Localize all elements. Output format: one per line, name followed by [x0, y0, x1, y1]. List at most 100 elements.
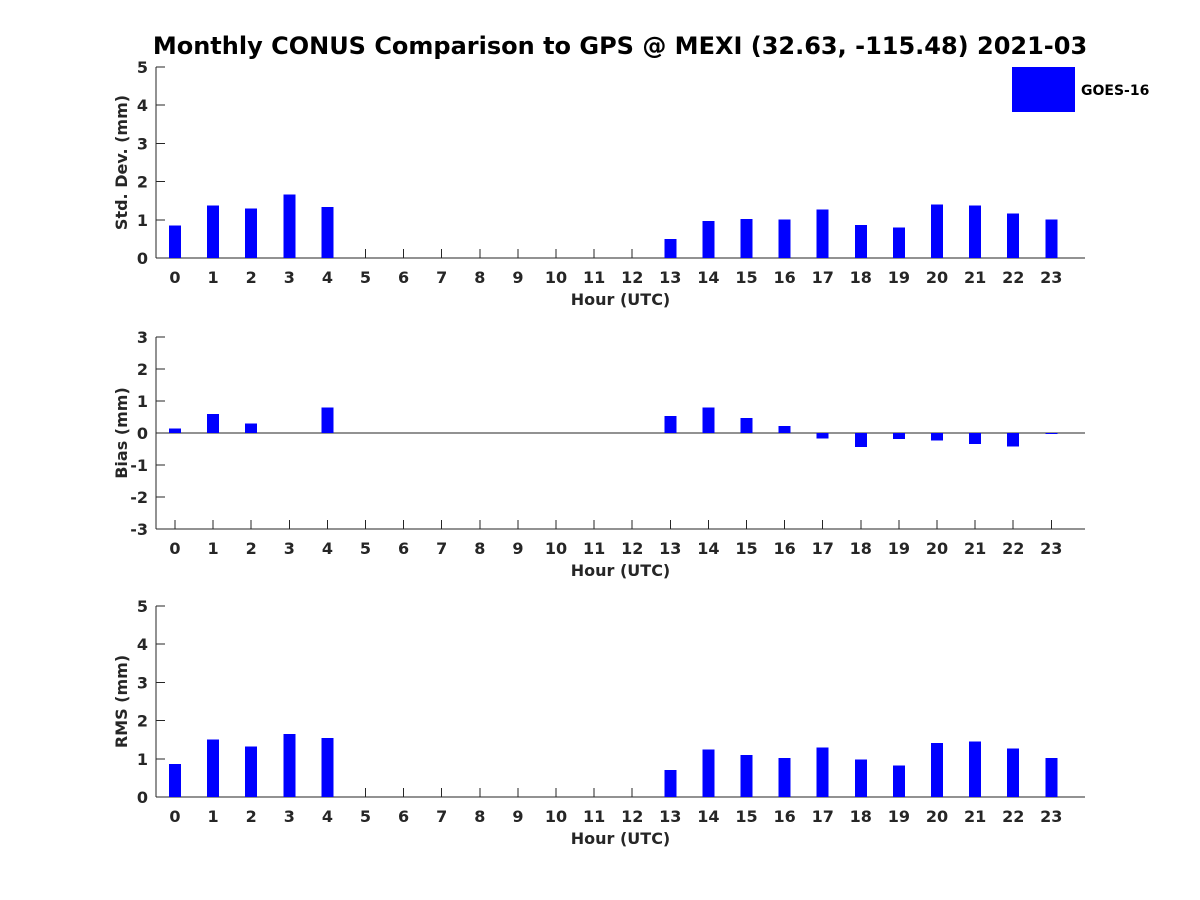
rms-x-tick-label: 17: [812, 807, 834, 826]
std-dev-y-tick-label: 5: [137, 58, 148, 77]
bias-x-tick-label: 1: [208, 539, 219, 558]
rms-x-tick-label: 21: [964, 807, 986, 826]
bias-x-tick-label: 2: [246, 539, 257, 558]
rms-y-tick-label: 5: [137, 597, 148, 616]
bias-x-tick-label: 11: [583, 539, 605, 558]
std-dev-x-tick-label: 10: [545, 268, 567, 287]
rms-bar: [664, 769, 677, 797]
std-dev-bar: [778, 219, 791, 258]
rms-x-axis-label: Hour (UTC): [571, 829, 671, 848]
bias-bar: [169, 428, 181, 433]
bias-x-tick-label: 5: [360, 539, 371, 558]
bias-bar: [245, 423, 258, 433]
bias-bar: [931, 433, 943, 441]
bias-bar: [816, 433, 829, 439]
rms-x-tick-label: 11: [583, 807, 605, 826]
bias-bar: [1007, 433, 1020, 447]
rms-bar: [778, 758, 791, 797]
rms-x-tick-label: 0: [169, 807, 180, 826]
rms-bar: [321, 737, 334, 797]
std-dev-x-tick-label: 11: [583, 268, 605, 287]
std-dev-bar: [207, 205, 220, 258]
legend: GOES-16: [1012, 67, 1149, 112]
rms-y-tick-label: 4: [137, 635, 148, 654]
std-dev-bar: [321, 207, 334, 258]
bias-x-tick-label: 14: [697, 539, 719, 558]
std-dev-bar: [740, 219, 753, 258]
std-dev-bar: [931, 204, 943, 258]
std-dev-x-tick-label: 16: [773, 268, 795, 287]
bias-x-tick-label: 3: [284, 539, 295, 558]
rms-x-tick-label: 4: [322, 807, 333, 826]
std-dev-y-tick-label: 2: [137, 173, 148, 192]
std-dev-x-tick-label: 19: [888, 268, 910, 287]
rms-bar: [1045, 758, 1058, 797]
bias-y-tick-label: 0: [137, 424, 148, 443]
bias-bar: [854, 433, 867, 448]
rms-bar: [816, 747, 829, 797]
bias-y-tick-label: -3: [130, 520, 148, 539]
bias-bar: [778, 425, 791, 433]
rms-bar: [702, 749, 715, 797]
std-dev-x-tick-label: 7: [436, 268, 447, 287]
bias-bar: [702, 407, 715, 433]
std-dev-y-tick-label: 1: [137, 211, 148, 230]
rms-bar: [1007, 748, 1020, 797]
rms-bar: [931, 742, 943, 797]
rms-bar: [283, 733, 296, 797]
rms-bar: [892, 765, 905, 797]
bias-x-tick-label: 7: [436, 539, 447, 558]
rms-bar: [969, 741, 982, 797]
std-dev-x-tick-label: 18: [850, 268, 872, 287]
bias-x-tick-label: 4: [322, 539, 333, 558]
rms-x-tick-label: 5: [360, 807, 371, 826]
bias-x-tick-label: 15: [735, 539, 757, 558]
bias-x-tick-label: 23: [1040, 539, 1062, 558]
bias-x-tick-label: 13: [659, 539, 681, 558]
bias-x-axis-label: Hour (UTC): [571, 561, 671, 580]
std-dev-x-tick-label: 15: [735, 268, 757, 287]
std-dev-x-tick-label: 3: [284, 268, 295, 287]
bias-x-tick-label: 20: [926, 539, 948, 558]
rms-x-tick-label: 20: [926, 807, 948, 826]
bias-x-tick-label: 12: [621, 539, 643, 558]
rms-x-tick-label: 13: [659, 807, 681, 826]
std-dev-bar: [1007, 213, 1020, 258]
rms-x-tick-label: 6: [398, 807, 409, 826]
rms-x-tick-label: 8: [474, 807, 485, 826]
rms-x-tick-label: 23: [1040, 807, 1062, 826]
bias-bar: [207, 413, 220, 433]
std-dev-x-tick-label: 1: [208, 268, 219, 287]
std-dev-y-tick-label: 0: [137, 249, 148, 268]
bias-y-tick-label: 2: [137, 360, 148, 379]
rms-x-tick-label: 16: [773, 807, 795, 826]
std-dev-x-tick-label: 4: [322, 268, 333, 287]
std-dev-y-axis-label: Std. Dev. (mm): [112, 95, 131, 230]
std-dev-x-tick-label: 0: [169, 268, 180, 287]
legend-label-goes16: GOES-16: [1081, 83, 1149, 99]
bias-bar: [321, 407, 334, 433]
rms-y-tick-label: 1: [137, 750, 148, 769]
bias-x-tick-label: 18: [850, 539, 872, 558]
rms-y-tick-label: 2: [137, 712, 148, 731]
rms-bar: [854, 759, 867, 797]
std-dev-x-tick-label: 9: [512, 268, 523, 287]
std-dev-x-tick-label: 20: [926, 268, 948, 287]
legend-swatch-goes16: [1012, 67, 1075, 112]
rms-y-tick-label: 3: [137, 673, 148, 692]
std-dev-x-tick-label: 17: [812, 268, 834, 287]
std-dev-bar: [245, 208, 258, 258]
std-dev-x-tick-label: 5: [360, 268, 371, 287]
bias-y-tick-label: -1: [130, 456, 148, 475]
std-dev-x-tick-label: 6: [398, 268, 409, 287]
std-dev-y-tick-label: 4: [137, 96, 148, 115]
rms-x-tick-label: 18: [850, 807, 872, 826]
rms-bar: [169, 764, 181, 797]
bias-bar: [740, 417, 753, 433]
rms-x-tick-label: 22: [1002, 807, 1024, 826]
bias-bar: [664, 416, 677, 433]
